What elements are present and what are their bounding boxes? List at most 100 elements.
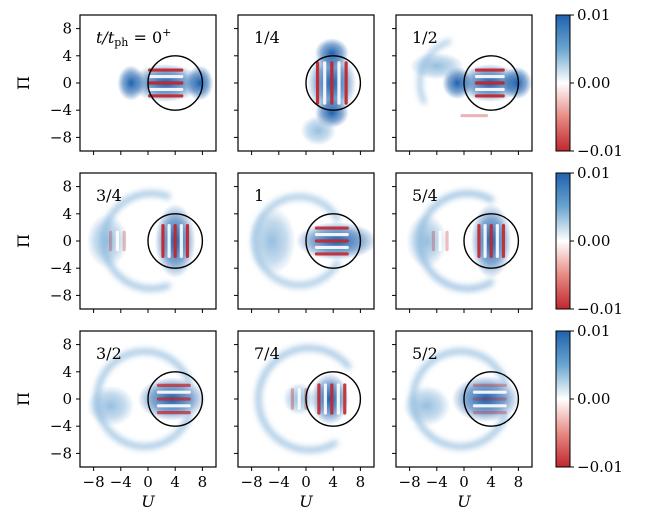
fringe-stripe	[148, 94, 184, 98]
colorbar-tick-label: 0.00	[577, 232, 610, 250]
reference-circle	[147, 213, 204, 269]
fringe-stripe	[156, 383, 191, 387]
colorbar-tick-label: 0.01	[577, 6, 610, 24]
fringe-stripe	[431, 230, 435, 252]
fringe-stripe	[477, 224, 481, 258]
colorbar-tick-label: 0.01	[577, 164, 610, 182]
reference-circle	[147, 55, 204, 111]
reference-circle	[463, 213, 520, 269]
fringe-stripe	[330, 383, 334, 415]
panel-plot-area	[80, 173, 216, 309]
x-tick-label: 8	[514, 473, 524, 491]
fringe-stripe	[290, 388, 294, 410]
fringe-stripe	[315, 61, 320, 105]
panel-time-label: t/tph = 0+	[96, 26, 171, 49]
fringe-stripe	[472, 383, 507, 387]
y-tick-label: −4	[50, 259, 72, 277]
y-tick-label: −8	[50, 128, 72, 146]
panel-time-label: 3/4	[96, 186, 122, 205]
x-tick-label: 0	[301, 473, 311, 491]
x-tick-label: −8	[241, 473, 263, 491]
y-tick-label: −8	[50, 444, 72, 462]
colorbar-tick-label: −0.01	[577, 142, 623, 160]
y-axis-label: Π	[14, 234, 33, 248]
fringe-stripe	[122, 230, 126, 252]
wigner-panel: 1/2	[392, 14, 533, 155]
fringe-stripe	[156, 411, 191, 415]
wigner-blob	[402, 385, 451, 427]
fringe-stripe	[314, 245, 349, 250]
wigner-panel: −8 −4 0 4 8 U 5/2	[392, 330, 533, 511]
fringe-stripe	[185, 224, 190, 258]
panel-time-label: 5/4	[412, 186, 438, 205]
fringe-stripe	[109, 230, 113, 252]
y-tick-label: −4	[50, 101, 72, 119]
x-axis-label: U	[299, 492, 313, 511]
x-tick-label: −4	[110, 473, 132, 491]
y-tick-label: 0	[62, 390, 72, 408]
colorbar: 0.01 0.00 −0.01	[555, 6, 623, 160]
fringe-stripe	[483, 224, 487, 258]
fringe-stripe	[156, 404, 191, 408]
fringe-stripe	[330, 61, 334, 105]
x-tick-label: 0	[459, 473, 469, 491]
fringe-stripe	[474, 74, 505, 79]
fringe-stripe	[474, 94, 505, 98]
fringe-stripe	[495, 224, 499, 258]
fringe-stripe	[161, 224, 165, 258]
x-tick-label: −4	[426, 473, 448, 491]
wigner-panel: 1/4	[234, 14, 375, 155]
fringe-stripe	[472, 390, 507, 394]
fringe-stripe	[474, 87, 505, 92]
fringe-stripe	[314, 226, 349, 230]
fringe-stripe	[337, 61, 341, 105]
fringe-stripe	[323, 383, 327, 415]
y-tick-label: 8	[62, 336, 72, 354]
panel-time-label: 1	[254, 186, 264, 205]
x-tick-label: 4	[328, 473, 338, 491]
wigner-blob	[86, 213, 128, 269]
y-tick-label: 4	[62, 47, 72, 65]
fringe-stripe	[148, 74, 184, 79]
fringe-stripe	[474, 81, 505, 85]
wigner-blob	[406, 213, 447, 269]
panel-time-label: 3/2	[96, 344, 122, 363]
fringe-stripe	[156, 397, 191, 401]
colorbar: 0.01 0.00 −0.01	[555, 322, 623, 476]
fringe-stripe	[323, 61, 327, 105]
fringe-stripe	[148, 87, 184, 92]
x-tick-label: −8	[83, 473, 105, 491]
y-tick-label: 0	[62, 74, 72, 92]
colorbar-gradient	[555, 172, 571, 310]
y-tick-label: 8	[62, 178, 72, 196]
x-tick-label: 0	[143, 473, 153, 491]
wigner-panel: −8 −4 0 4 8 Πt/tph = 0+	[14, 14, 217, 155]
wigner-panel: −8 −4 0 4 8 Π 3/4	[14, 172, 217, 313]
reference-circle	[147, 371, 204, 427]
fringe-stripe	[317, 383, 321, 415]
colorbar-gradient	[555, 330, 571, 468]
y-tick-label: −4	[50, 417, 72, 435]
fringe-stripe	[314, 239, 349, 243]
panel-plot-area	[396, 173, 532, 309]
reference-circle	[305, 213, 362, 269]
reference-circle	[305, 371, 362, 427]
wigner-panel: −8 −4 0 4 8 U 7/4	[234, 330, 375, 511]
fringe-stripe	[460, 114, 488, 118]
colorbar-tick-label: 0.00	[577, 390, 610, 408]
wigner-blob	[409, 52, 464, 80]
x-tick-label: −8	[399, 473, 421, 491]
colorbar-tick-label: −0.01	[577, 300, 623, 318]
y-tick-label: 0	[62, 232, 72, 250]
fringe-stripe	[297, 388, 301, 410]
fringe-stripe	[501, 224, 506, 258]
wigner-panel: 5/4	[392, 172, 533, 313]
fringe-stripe	[336, 383, 340, 415]
x-tick-label: 4	[170, 473, 180, 491]
y-tick-label: −8	[50, 286, 72, 304]
x-axis-label: U	[141, 492, 155, 511]
x-tick-label: 8	[356, 473, 366, 491]
reference-circle	[463, 55, 520, 111]
fringe-stripe	[179, 224, 183, 258]
